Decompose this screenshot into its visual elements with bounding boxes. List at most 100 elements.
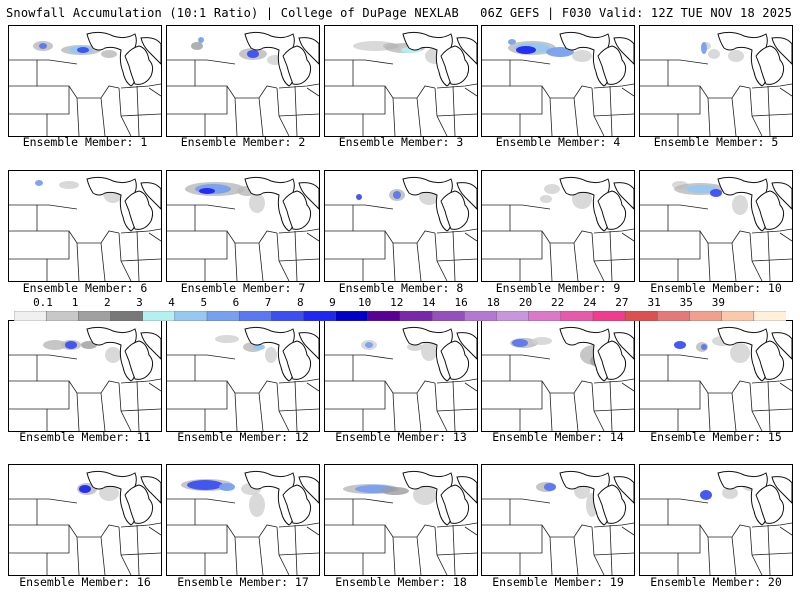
state-border: [276, 87, 290, 136]
snowfall-contour: [708, 49, 720, 59]
state-border: [609, 85, 613, 136]
colorbar-swatch: [45, 311, 80, 321]
snowfall-contour: [187, 480, 223, 490]
state-border: [148, 526, 161, 536]
ensemble-member-map: [324, 320, 478, 432]
snowfall-contour: [722, 487, 738, 499]
snowfall-contour: [572, 50, 592, 62]
state-border: [609, 230, 613, 281]
state-border: [520, 231, 543, 260]
state-border: [593, 552, 634, 556]
state-border: [707, 97, 711, 136]
state-border: [767, 85, 771, 136]
ensemble-member-label: Ensemble Member: 17: [177, 575, 309, 589]
lake-huron: [456, 476, 477, 504]
state-border: [549, 536, 553, 575]
state-border: [120, 113, 161, 117]
state-border: [205, 86, 228, 115]
state-border: [751, 552, 792, 556]
state-border: [609, 380, 613, 431]
colorbar-swatch: [592, 311, 626, 321]
ensemble-member-map: [639, 25, 793, 137]
lake-superior: [402, 470, 453, 526]
state-border: [591, 232, 605, 281]
lake-superior: [559, 326, 610, 382]
snowfall-contour: [701, 42, 707, 54]
ensemble-member-label: Ensemble Member: 7: [180, 281, 306, 295]
state-border: [278, 228, 319, 234]
snowfall-contour: [710, 189, 722, 197]
colorbar-level-label: 18: [486, 296, 500, 309]
state-border: [640, 204, 709, 210]
lake-huron: [771, 476, 792, 504]
lake-michigan: [440, 45, 470, 85]
state-border: [509, 60, 551, 99]
state-border: [100, 536, 106, 575]
state-border: [640, 258, 679, 281]
state-border: [751, 408, 792, 412]
state-border: [482, 59, 551, 65]
state-border: [621, 232, 634, 242]
state-border: [77, 230, 120, 244]
state-border: [520, 525, 543, 554]
state-border: [520, 381, 543, 410]
lake-huron: [456, 332, 477, 360]
colorbar-swatch: [238, 311, 273, 321]
state-border: [749, 382, 763, 431]
lake-michigan: [124, 340, 154, 380]
ensemble-member-map: [8, 25, 162, 137]
snowfall-contour: [191, 42, 203, 50]
state-border: [136, 230, 140, 281]
snowfall-contour: [421, 341, 437, 361]
state-border: [416, 242, 422, 281]
state-border: [640, 354, 709, 360]
state-border: [509, 355, 551, 394]
state-border: [436, 258, 477, 262]
state-border: [258, 536, 264, 575]
state-border: [235, 380, 278, 394]
state-border: [593, 228, 634, 234]
state-border: [667, 499, 709, 538]
state-border: [325, 552, 364, 575]
colorbar-level-label: 16: [454, 296, 468, 309]
ensemble-member-label: Ensemble Member: 13: [335, 430, 467, 444]
lake-superior: [402, 31, 453, 87]
state-border: [167, 59, 236, 65]
state-border: [707, 536, 711, 575]
state-border: [325, 408, 364, 431]
ensemble-member-map: [166, 25, 320, 137]
colorbar-swatch: [367, 311, 401, 321]
lake-huron: [298, 182, 319, 210]
state-border: [120, 228, 161, 234]
state-border: [194, 60, 236, 99]
ensemble-member-label: Ensemble Member: 20: [650, 575, 782, 589]
state-border: [120, 522, 161, 528]
snowfall-contour: [546, 47, 574, 57]
state-border: [205, 525, 228, 554]
snowfall-contour: [265, 347, 277, 363]
lake-superior: [717, 326, 768, 382]
state-border: [148, 87, 161, 97]
lake-michigan: [282, 340, 312, 380]
snowfall-contour: [407, 343, 423, 351]
state-border: [751, 228, 792, 234]
colorbar-swatch: [560, 311, 594, 321]
lake-superior: [244, 31, 295, 87]
ensemble-member-label: Ensemble Member: 11: [19, 430, 151, 444]
member-map-canvas: [640, 326, 792, 431]
ensemble-member-label: Ensemble Member: 4: [495, 135, 621, 149]
lake-superior: [402, 176, 453, 232]
lake-superior: [86, 31, 137, 87]
state-border: [294, 380, 298, 431]
colorbar-level-label: 9: [329, 296, 336, 309]
state-border: [9, 204, 78, 210]
snowfall-contour: [247, 50, 259, 58]
state-border: [325, 498, 394, 504]
state-border: [392, 536, 396, 575]
member-map-canvas: [9, 470, 161, 575]
ensemble-member-map: [324, 464, 478, 576]
state-border: [779, 87, 792, 97]
colorbar-swatch: [110, 311, 144, 321]
colorbar-swatch: [174, 311, 208, 321]
lake-michigan: [440, 190, 470, 230]
